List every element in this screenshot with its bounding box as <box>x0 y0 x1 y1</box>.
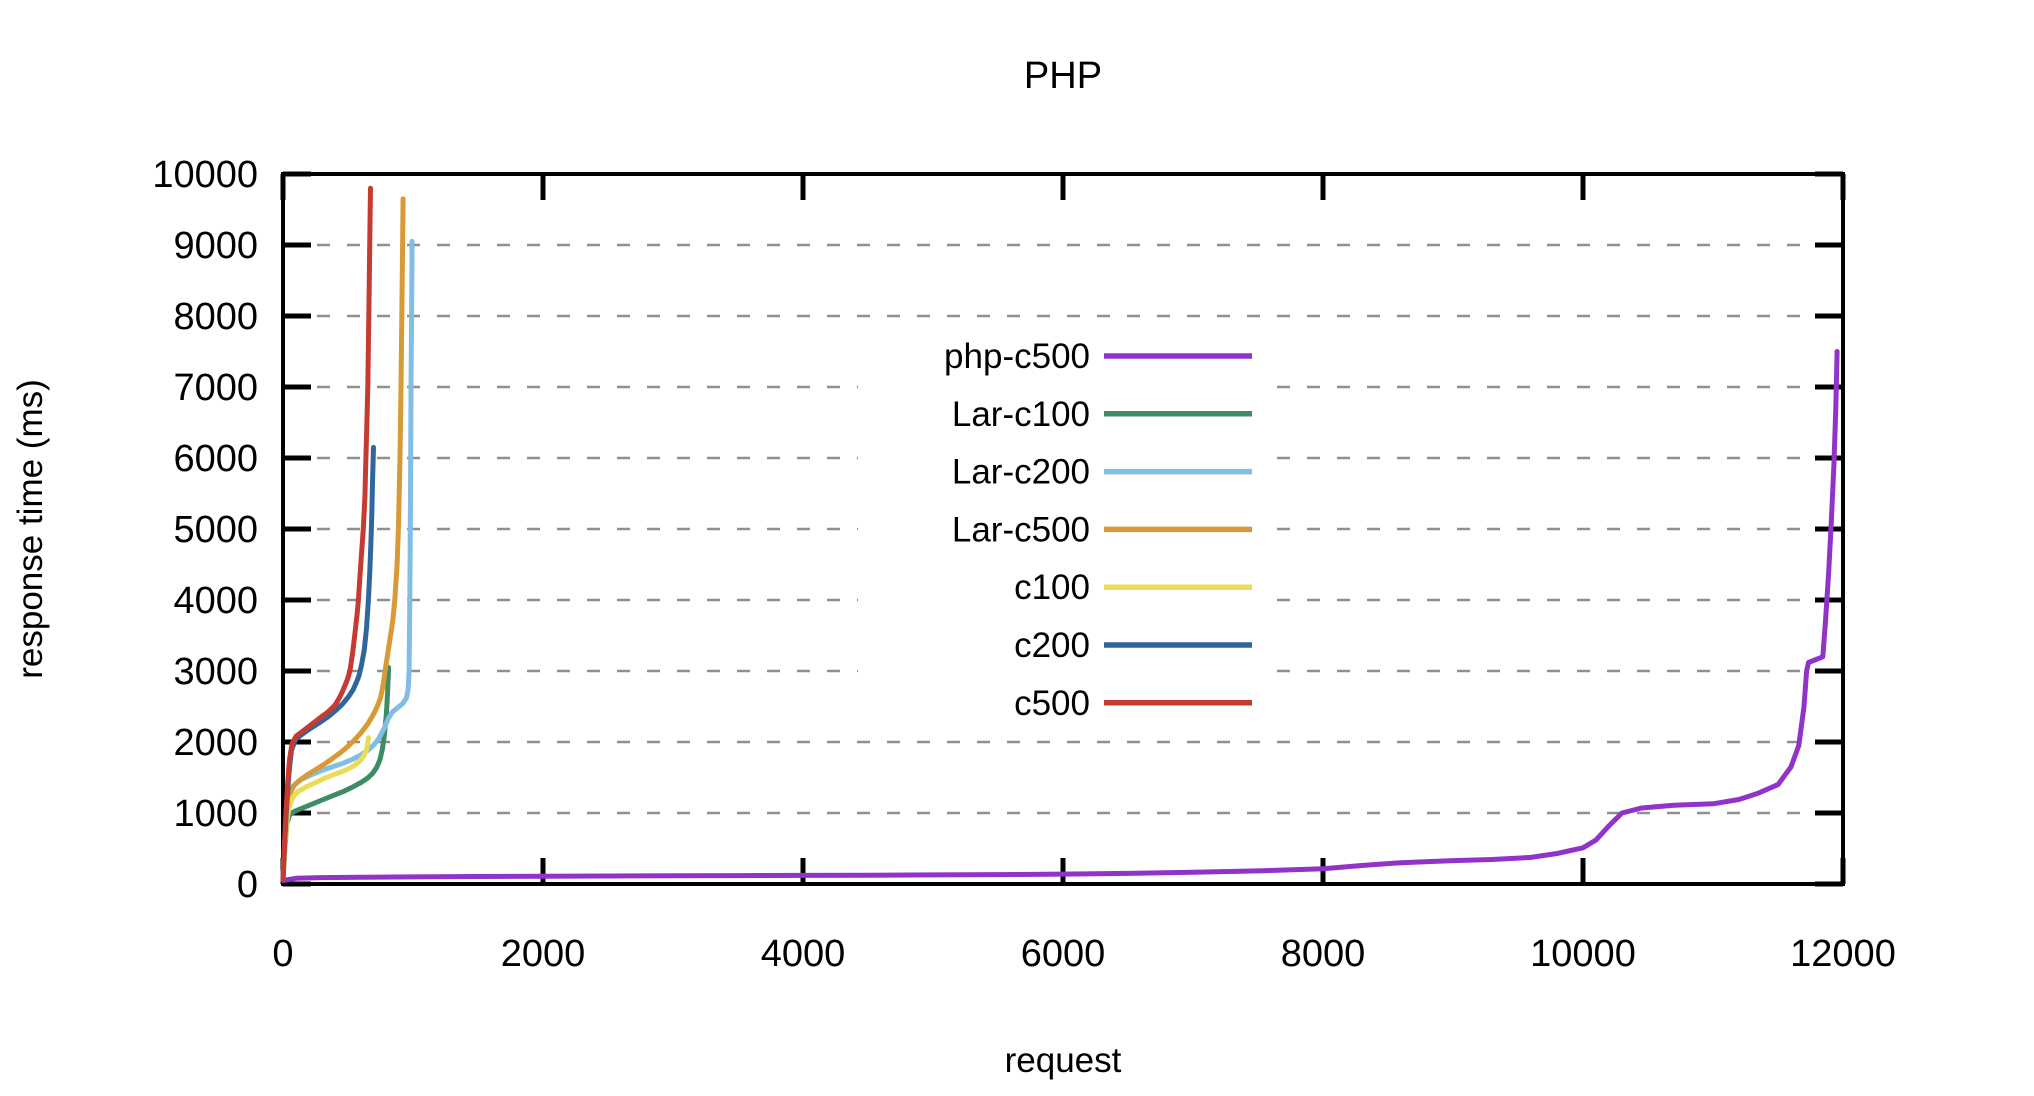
series-line-c500 <box>280 185 373 883</box>
legend-label: php-c500 <box>944 337 1090 376</box>
x-tick-label: 0 <box>272 933 293 975</box>
x-tick-label: 10000 <box>1530 933 1636 975</box>
chart-title: PHP <box>1024 55 1102 97</box>
x-tick-label: 4000 <box>761 933 846 975</box>
legend-label: c500 <box>1014 684 1090 723</box>
x-tick-label: 2000 <box>501 933 586 975</box>
legend-label: Lar-c200 <box>952 453 1090 492</box>
series-line-Lar-c100 <box>280 665 392 883</box>
y-tick-label: 5000 <box>173 509 258 551</box>
x-tick-label: 12000 <box>1790 933 1896 975</box>
y-tick-label: 2000 <box>173 722 258 764</box>
y-tick-label: 9000 <box>173 225 258 267</box>
y-tick-label: 8000 <box>173 296 258 338</box>
legend-label: c200 <box>1014 626 1090 665</box>
x-tick-label: 6000 <box>1021 933 1106 975</box>
legend-label: Lar-c100 <box>952 395 1090 434</box>
y-tick-label: 6000 <box>173 438 258 480</box>
x-axis-label: request <box>1005 1041 1122 1080</box>
y-tick-label: 10000 <box>152 154 258 196</box>
series-line-Lar-c200 <box>280 238 415 882</box>
series-line-Lar-c500 <box>280 196 406 881</box>
plot-generated: 0 2000 4000 6000 8000 10000 12000 0 1000 2000 3000… <box>152 154 1896 975</box>
legend-label: c100 <box>1014 568 1090 607</box>
y-tick-label: 1000 <box>173 793 258 835</box>
y-tick-label: 0 <box>237 864 258 906</box>
x-tick-label: 8000 <box>1281 933 1366 975</box>
y-tick-label: 3000 <box>173 651 258 693</box>
legend-label: Lar-c500 <box>952 510 1090 549</box>
series-line-php-c500 <box>280 349 1840 883</box>
y-tick-label: 4000 <box>173 580 258 622</box>
y-axis-label: response time (ms) <box>11 379 50 679</box>
y-tick-label: 7000 <box>173 367 258 409</box>
